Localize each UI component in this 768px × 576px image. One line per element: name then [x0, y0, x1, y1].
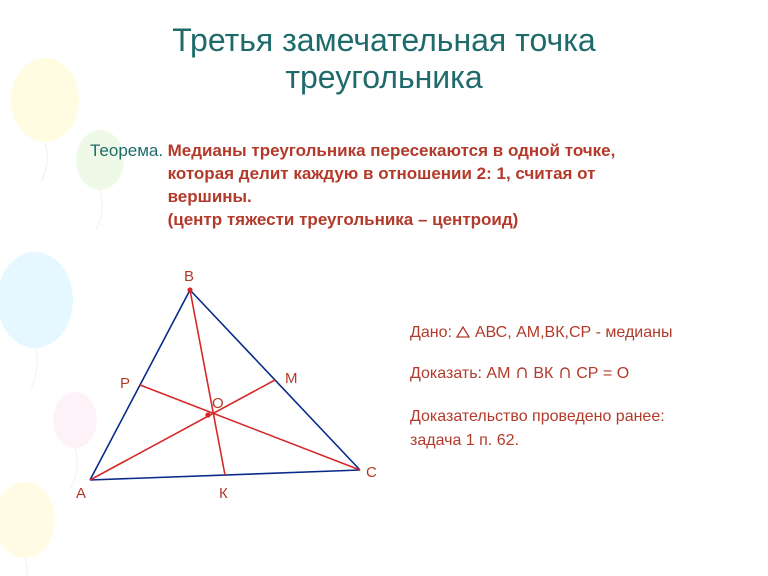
prove-label: Доказать: АМ — [410, 365, 510, 382]
page-title: Третья замечательная точка треугольника — [0, 0, 768, 96]
proof-line-2: задача 1 п. 62. — [410, 430, 750, 452]
theorem-block: Теорема. Медианы треугольника пересекают… — [90, 140, 690, 232]
theorem-line-2: которая делит каждую в отношении 2: 1, с… — [168, 164, 596, 183]
slide-content: Третья замечательная точка треугольника … — [0, 0, 768, 576]
vertex-label-K: К — [219, 485, 228, 502]
proof-line-1: Доказательство проведено ранее: — [410, 406, 750, 428]
theorem-line-1: Медианы треугольника пересекаются в одно… — [168, 141, 616, 160]
prove-mid: ВК — [533, 365, 553, 382]
title-line-2: треугольника — [285, 59, 482, 95]
given-label: Дано: — [410, 324, 452, 341]
triangle-diagram: А В С Р М К О — [70, 270, 400, 520]
triangle-icon — [456, 323, 470, 345]
theorem-line-4: (центр тяжести треугольника – центроид) — [168, 210, 519, 229]
given-row: Дано: АВС, АМ,ВК,СР - медианы — [410, 322, 750, 345]
given-rest: АВС, АМ,ВК,СР - медианы — [475, 324, 673, 341]
vertex-label-O: О — [212, 395, 224, 412]
intersect-icon — [558, 365, 572, 387]
vertex-label-C: С — [366, 464, 377, 481]
vertex-label-B: В — [184, 268, 194, 285]
theorem-line-3: вершины. — [168, 187, 252, 206]
vertex-label-P: Р — [120, 375, 130, 392]
intersect-icon — [515, 365, 529, 387]
vertex-label-M: М — [285, 370, 298, 387]
proof-text: Дано: АВС, АМ,ВК,СР - медианы Доказать: … — [410, 322, 750, 471]
title-line-1: Третья замечательная точка — [172, 22, 595, 58]
vertex-label-A: А — [76, 485, 86, 502]
prove-end: СР = О — [576, 365, 629, 382]
prove-row: Доказать: АМ ВК СР = О — [410, 363, 750, 387]
theorem-label: Теорема. — [90, 141, 163, 160]
